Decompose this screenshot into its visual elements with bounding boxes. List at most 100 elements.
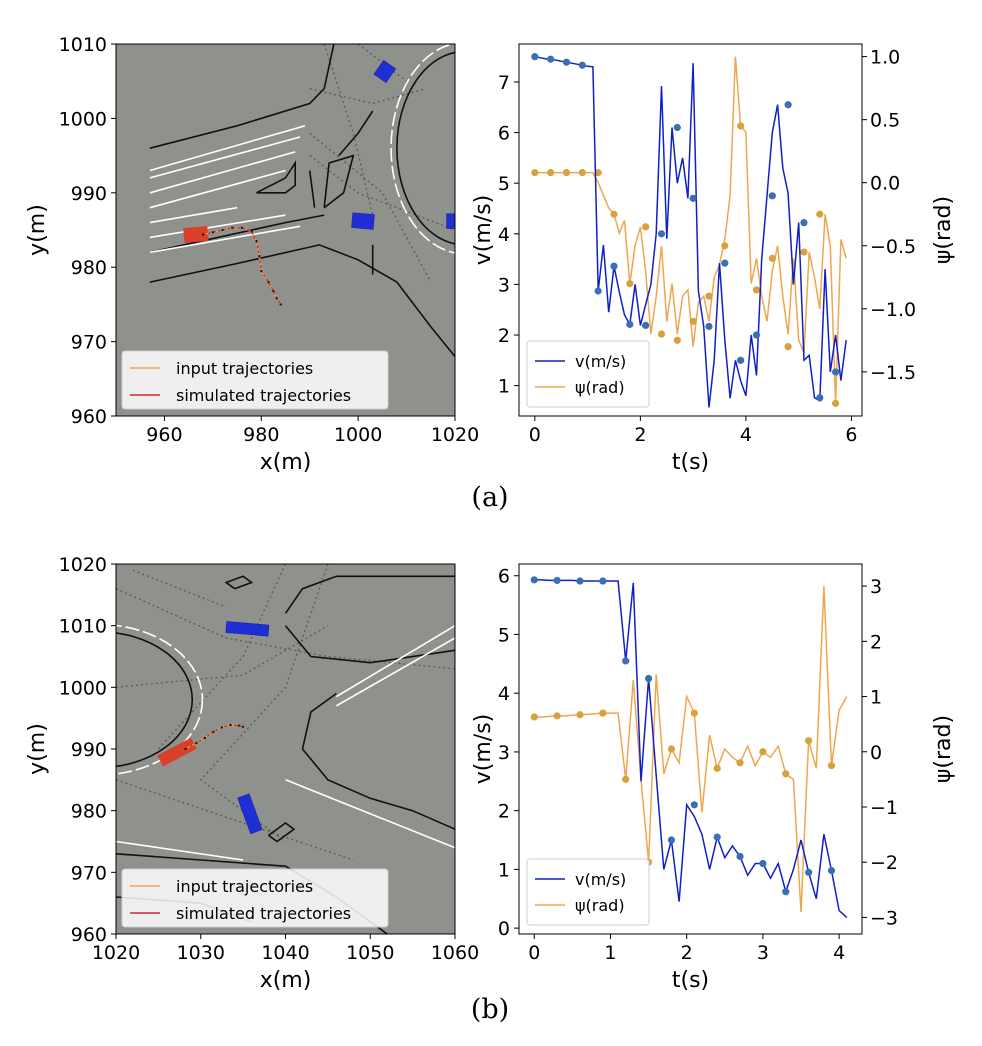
trajectory-point [211,231,214,234]
map-y-tick-label: 970 [71,332,107,354]
psi-marker [531,169,539,177]
v-marker [642,321,650,330]
other-vehicle [373,59,397,84]
map-lane-marking [285,779,455,849]
v-line [534,579,848,919]
psi-marker [768,254,776,262]
v-marker [594,287,602,295]
map-road-edge [149,44,335,149]
v-marker [562,58,571,66]
map-road-edge [268,822,296,843]
v-marker [667,836,676,844]
plot-x-tick-label: 4 [740,424,752,446]
plot-y-right-tick-label: 1 [870,687,882,709]
panel-a: 960 980 1000 1020 960 970 980 990 1000 1010 x(m) y(… [25,34,956,513]
plot-y-right-tick-label: −0.5 [870,236,916,258]
plot-y-left-tick-label: 2 [498,801,510,823]
map-x-tick-label: 1020 [431,424,479,446]
v-marker [800,219,808,227]
trajectory-point [255,240,258,243]
map-y-tick-label: 1020 [59,554,107,576]
trajectory-point [203,736,207,740]
map-lane-marking [149,225,301,254]
v-marker [784,101,792,109]
v-marker [622,657,630,665]
psi-marker [626,279,634,288]
map-lane-marking [149,151,296,194]
map-legend-label: simulated trajectories [176,904,351,923]
psi-marker [673,336,681,344]
map-road-edge [256,160,297,194]
plot-legend-box [526,858,650,926]
trajectory-point [220,726,224,729]
v-marker [816,394,824,402]
map-x-axis-label: x(m) [260,450,312,475]
plot-y-right-tick-label: 1.0 [870,47,900,69]
map-roundabout-outer [390,44,455,254]
plot-y-left-tick-label: 4 [498,224,510,246]
psi-marker [805,737,813,745]
map-x-tick-label: 1050 [346,942,394,964]
psi-marker [622,775,630,783]
trajectory-point [242,725,245,728]
other-vehicle [446,213,455,229]
psi-marker [562,169,571,177]
plot-x-axis-label: t(s) [672,968,709,993]
map-y-tick-label: 980 [71,801,107,823]
map-x-tick-label: 1000 [334,424,382,446]
trajectory-point [258,254,261,258]
plot-legend-label: ψ(rad) [575,378,625,397]
psi-marker [816,210,824,218]
map-dotted-lane [309,132,432,283]
trajectory-point [260,269,263,273]
v-marker [576,577,584,585]
trajectory-point [229,723,232,727]
map-dotted-lane [323,44,374,216]
plot-y-right-tick-label: 2 [870,631,882,653]
v-line [534,55,847,408]
map-lane-marking [149,214,286,239]
map-y-axis-label: y(m) [25,204,50,256]
plot-y-left-axis-label: v(m/s) [471,195,496,266]
map-y-tick-label: 990 [71,183,107,205]
plot-x-tick-label: 2 [634,424,646,446]
map-y-tick-label: 990 [71,739,107,761]
trajectory-point [221,228,224,232]
psi-marker [737,122,745,130]
v-marker [805,868,813,876]
map-y-tick-label: 1010 [59,616,107,638]
trajectory-point [184,747,187,751]
plot-y-right-tick-label: −2 [870,852,898,874]
v-marker [782,888,790,896]
psi-marker [594,169,602,177]
trajectory-point [240,226,244,229]
map-dotted-lane [199,564,329,843]
plot-y-right-tick-label: −1 [870,797,898,819]
psi-marker [599,709,607,717]
psi-marker [689,317,697,326]
psi-marker [690,709,698,717]
psi-marker [782,770,790,778]
plot-y-left-tick-label: 1 [498,859,510,881]
psi-marker [721,242,729,250]
v-marker [657,230,666,238]
map-legend: input trajectories simulated trajectories [121,350,389,410]
other-vehicle [351,212,375,230]
map-x-tick-label: 1020 [92,942,140,964]
psi-marker [553,712,561,720]
plot-y-right-tick-label: −1.0 [870,299,916,321]
map-lane-marking [335,625,455,698]
psi-marker [827,761,836,770]
v-marker [610,262,618,270]
map-x-tick-label: 960 [146,424,182,446]
psi-marker [736,759,744,767]
psi-marker [752,286,761,294]
map-dotted-lane [116,779,354,861]
map-road-edge [149,214,325,254]
psi-line [534,586,848,912]
plot-legend: v(m/s) ψ(rad) [526,858,650,926]
v-marker [553,576,561,585]
v-marker [578,61,586,69]
psi-marker [576,711,584,719]
v-marker [599,577,607,585]
